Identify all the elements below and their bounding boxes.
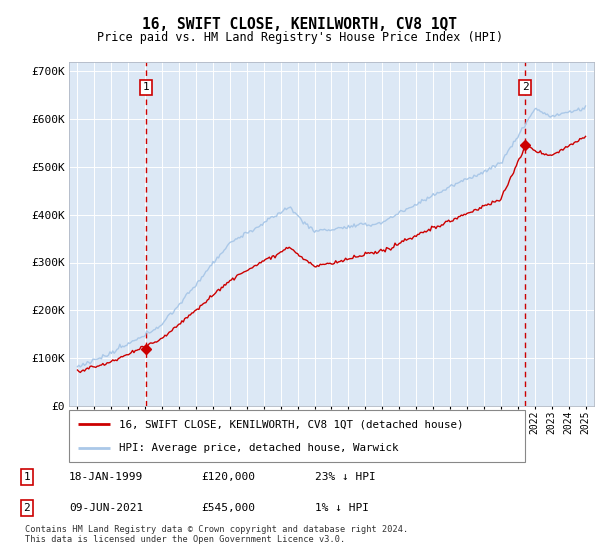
Text: 16, SWIFT CLOSE, KENILWORTH, CV8 1QT (detached house): 16, SWIFT CLOSE, KENILWORTH, CV8 1QT (de… bbox=[119, 419, 464, 430]
Text: 16, SWIFT CLOSE, KENILWORTH, CV8 1QT: 16, SWIFT CLOSE, KENILWORTH, CV8 1QT bbox=[143, 17, 458, 32]
Text: Contains HM Land Registry data © Crown copyright and database right 2024.
This d: Contains HM Land Registry data © Crown c… bbox=[25, 525, 409, 544]
Text: 18-JAN-1999: 18-JAN-1999 bbox=[69, 472, 143, 482]
Text: £120,000: £120,000 bbox=[201, 472, 255, 482]
Text: HPI: Average price, detached house, Warwick: HPI: Average price, detached house, Warw… bbox=[119, 443, 398, 453]
Text: 23% ↓ HPI: 23% ↓ HPI bbox=[315, 472, 376, 482]
Text: 09-JUN-2021: 09-JUN-2021 bbox=[69, 503, 143, 513]
Text: 1: 1 bbox=[23, 472, 31, 482]
Text: 1: 1 bbox=[143, 82, 149, 92]
Text: 2: 2 bbox=[522, 82, 529, 92]
Text: 2: 2 bbox=[23, 503, 31, 513]
Text: Price paid vs. HM Land Registry's House Price Index (HPI): Price paid vs. HM Land Registry's House … bbox=[97, 31, 503, 44]
Text: 1% ↓ HPI: 1% ↓ HPI bbox=[315, 503, 369, 513]
Text: £545,000: £545,000 bbox=[201, 503, 255, 513]
